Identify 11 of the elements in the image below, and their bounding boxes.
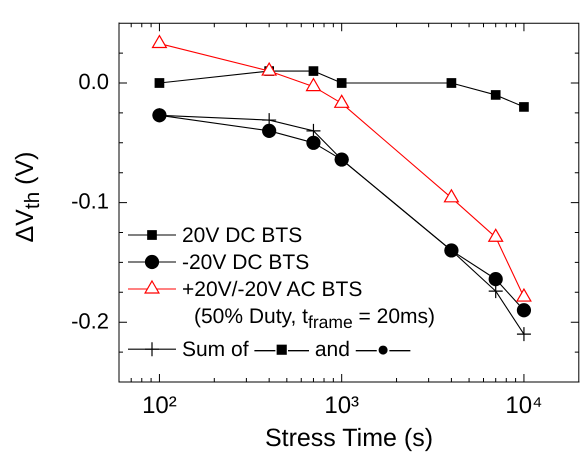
x-axis-title: Stress Time (s): [264, 424, 434, 453]
y-tick-label: 0.0: [78, 69, 109, 94]
legend-label: +20V/-20V AC BTS (50% Duty, t$_{frame}$ = 20ms): [182, 277, 435, 334]
x-tick-label: 10²: [142, 392, 177, 420]
y-tick-label: -0.2: [71, 308, 109, 334]
x-tick-label: 10³: [324, 392, 360, 420]
legend-label: -20V DC BTS: [182, 250, 310, 276]
legend-label: Sum of —■— and —●—: [182, 337, 410, 364]
y-tick-label: -0.1: [71, 188, 109, 214]
x-tick-label: 10⁴: [505, 392, 542, 420]
legend-label: 20V DC BTS: [182, 223, 302, 249]
